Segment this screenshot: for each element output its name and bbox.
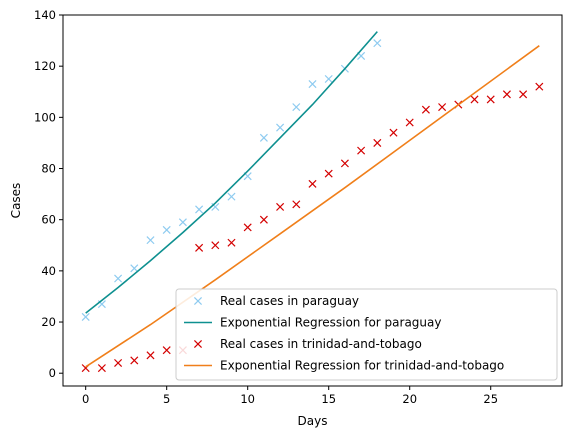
data-point [211, 241, 220, 250]
data-point [292, 103, 301, 112]
data-point [535, 82, 544, 91]
legend-label: Exponential Regression for paraguay [220, 316, 441, 330]
data-point [259, 133, 268, 142]
data-point [373, 138, 382, 147]
x-tick-label: 20 [402, 392, 417, 406]
data-point [195, 205, 204, 214]
data-point [162, 346, 171, 355]
data-point [259, 215, 268, 224]
data-point [114, 274, 123, 283]
y-tick-label: 60 [41, 213, 56, 227]
data-point [292, 200, 301, 209]
data-point [227, 192, 236, 201]
data-point [357, 146, 366, 155]
legend-label: Exponential Regression for trinidad-and-… [220, 359, 504, 373]
legend-box [175, 288, 558, 381]
data-point [195, 243, 204, 252]
series-layer [81, 31, 544, 373]
legend-marker-swatch [193, 339, 203, 349]
axis-ticks: 0 5 10 15 20 25 0 20 40 60 80 100 120 140 [34, 8, 498, 406]
data-point [389, 128, 398, 137]
regression-line [85, 31, 378, 314]
x-tick-label: 0 [82, 392, 89, 406]
data-point [324, 74, 333, 83]
x-tick-label: 25 [483, 392, 498, 406]
data-point [178, 218, 187, 227]
y-tick-label: 140 [34, 8, 56, 22]
data-point [114, 358, 123, 367]
series-3 [85, 45, 540, 368]
data-point [227, 238, 236, 247]
data-point [502, 90, 511, 99]
data-point [97, 364, 106, 373]
data-point [146, 236, 155, 245]
y-axis-label: Cases [9, 183, 23, 219]
data-point [308, 179, 317, 188]
data-point [438, 103, 447, 112]
data-point [486, 95, 495, 104]
legend-item: Exponential Regression for trinidad-and-… [184, 359, 504, 373]
regression-line [85, 45, 540, 368]
y-tick-label: 100 [34, 110, 56, 124]
data-point [405, 118, 414, 127]
series-1 [85, 31, 378, 314]
legend: Real cases in paraguay Exponential Regres… [175, 288, 558, 381]
data-point [276, 202, 285, 211]
y-tick-label: 80 [41, 162, 56, 176]
data-point [324, 169, 333, 178]
data-point [421, 105, 430, 114]
y-tick-label: 120 [34, 59, 56, 73]
y-tick-label: 0 [49, 366, 56, 380]
legend-item: Exponential Regression for paraguay [184, 316, 441, 330]
x-tick-label: 10 [240, 392, 255, 406]
y-tick-label: 20 [41, 315, 56, 329]
legend-label: Real cases in paraguay [220, 294, 359, 308]
data-point [373, 39, 382, 48]
legend-item: Real cases in trinidad-and-tobago [193, 337, 422, 351]
data-point [276, 123, 285, 132]
data-point [340, 159, 349, 168]
data-point [308, 80, 317, 89]
legend-label: Real cases in trinidad-and-tobago [220, 337, 422, 351]
data-point [162, 225, 171, 234]
y-tick-label: 40 [41, 264, 56, 278]
data-point [146, 351, 155, 360]
data-point [470, 95, 479, 104]
data-point [519, 90, 528, 99]
x-axis-label: Days [298, 414, 328, 428]
x-tick-label: 5 [163, 392, 170, 406]
data-point [81, 312, 90, 321]
data-point [130, 264, 139, 273]
x-tick-label: 15 [321, 392, 336, 406]
data-point [130, 356, 139, 365]
legend-marker-swatch [193, 296, 203, 306]
data-point [243, 223, 252, 232]
legend-item: Real cases in paraguay [193, 294, 359, 308]
